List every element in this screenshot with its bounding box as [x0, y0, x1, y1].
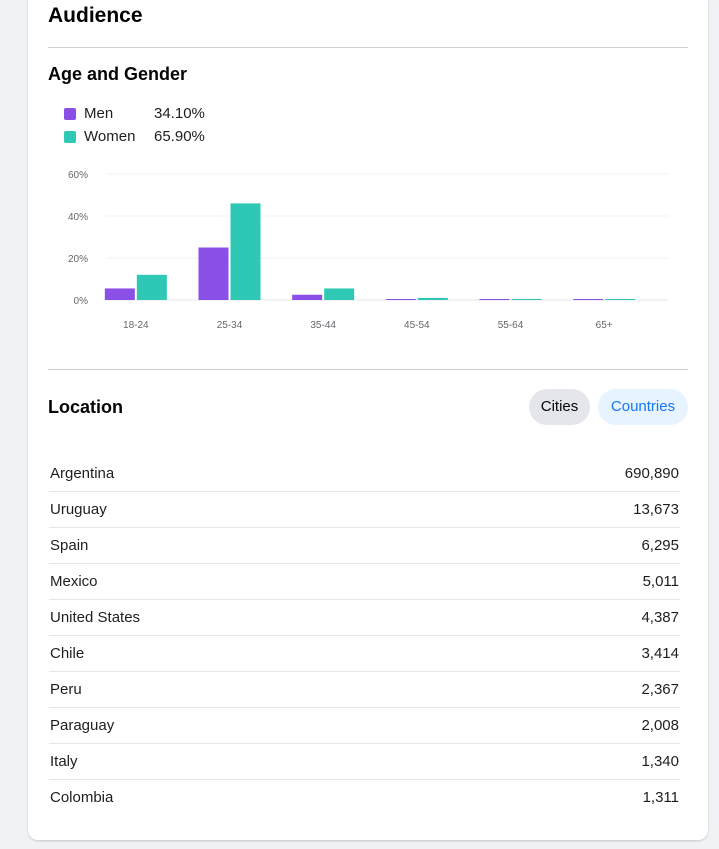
table-row: Paraguay 2,008	[49, 708, 680, 744]
country-name: Paraguay	[50, 717, 115, 734]
y-tick-label: 60%	[68, 170, 88, 181]
x-tick-label: 45-54	[404, 320, 430, 331]
age-gender-chart: 0% 20% 40% 60% 18-24 25-34 35-44 45-54 55-64 65+	[68, 170, 668, 331]
country-value: 5,011	[642, 573, 679, 590]
table-row: Argentina 690,890	[49, 456, 680, 492]
audience-card: Audience Age and Gender Men 34.10% Women…	[28, 0, 708, 840]
x-tick-label: 25-34	[217, 320, 243, 331]
country-value: 6,295	[641, 537, 679, 554]
gender-legend: Men 34.10% Women 65.90%	[64, 102, 214, 148]
country-name: Italy	[50, 753, 78, 770]
legend-item-men: Men 34.10%	[64, 102, 214, 125]
x-tick-label: 35-44	[310, 320, 336, 331]
tab-countries[interactable]: Countries	[598, 389, 688, 425]
legend-swatch-men	[64, 107, 76, 120]
tab-cities[interactable]: Cities	[529, 389, 590, 425]
country-value: 1,311	[642, 789, 679, 806]
location-title: Location	[48, 397, 123, 417]
table-row: Peru 2,367	[49, 672, 680, 708]
country-name: Peru	[50, 681, 82, 698]
bar-men-55-64[interactable]	[479, 299, 510, 300]
country-value: 1,340	[641, 753, 679, 770]
y-tick-label: 20%	[68, 254, 88, 265]
bar-men-65+[interactable]	[573, 299, 604, 300]
bar-men-45-54[interactable]	[385, 299, 416, 300]
table-row: Uruguay 13,673	[49, 492, 680, 528]
country-value: 2,367	[641, 681, 679, 698]
table-row: Spain 6,295	[49, 528, 680, 564]
table-row: Chile 3,414	[49, 636, 680, 672]
y-tick-label: 0%	[74, 296, 89, 307]
bar-women-25-34[interactable]	[230, 203, 261, 300]
x-tick-label: 55-64	[498, 320, 524, 331]
country-name: Argentina	[50, 465, 115, 482]
legend-value: 34.10%	[154, 105, 205, 122]
legend-swatch-women	[64, 130, 76, 143]
country-value: 3,414	[641, 645, 679, 662]
age-gender-title: Age and Gender	[48, 64, 188, 84]
country-name: Spain	[50, 537, 89, 554]
bar-men-35-44[interactable]	[292, 294, 323, 300]
location-table: Argentina 690,890 Uruguay 13,673 Spain 6,29…	[49, 456, 680, 815]
table-row: Italy 1,340	[49, 744, 680, 780]
country-name: Mexico	[50, 573, 98, 590]
divider	[48, 47, 688, 48]
country-name: Colombia	[50, 789, 114, 806]
legend-value: 65.90%	[154, 128, 205, 145]
table-row: Mexico 5,011	[49, 564, 680, 600]
country-value: 13,673	[633, 501, 679, 518]
bar-men-25-34[interactable]	[198, 247, 229, 301]
country-value: 2,008	[641, 717, 679, 734]
x-tick-label: 65+	[596, 320, 613, 331]
y-tick-label: 40%	[68, 212, 88, 223]
table-row: United States 4,387	[49, 600, 680, 636]
bar-women-55-64[interactable]	[511, 298, 542, 300]
country-value: 690,890	[624, 465, 679, 482]
bar-women-65+[interactable]	[605, 299, 636, 300]
divider	[48, 369, 688, 370]
audience-title: Audience	[48, 4, 143, 27]
legend-label: Men	[84, 105, 114, 122]
bar-women-18-24[interactable]	[136, 274, 167, 300]
bar-men-18-24[interactable]	[104, 288, 135, 300]
x-tick-label: 18-24	[123, 320, 149, 331]
country-name: Chile	[50, 645, 85, 662]
country-value: 4,387	[641, 609, 679, 626]
legend-item-women: Women 65.90%	[64, 125, 214, 148]
country-name: Uruguay	[50, 501, 107, 518]
bar-women-45-54[interactable]	[417, 297, 448, 300]
table-row: Colombia 1,311	[49, 780, 680, 815]
bar-women-35-44[interactable]	[324, 288, 355, 300]
country-name: United States	[50, 609, 141, 626]
legend-label: Women	[84, 128, 136, 145]
